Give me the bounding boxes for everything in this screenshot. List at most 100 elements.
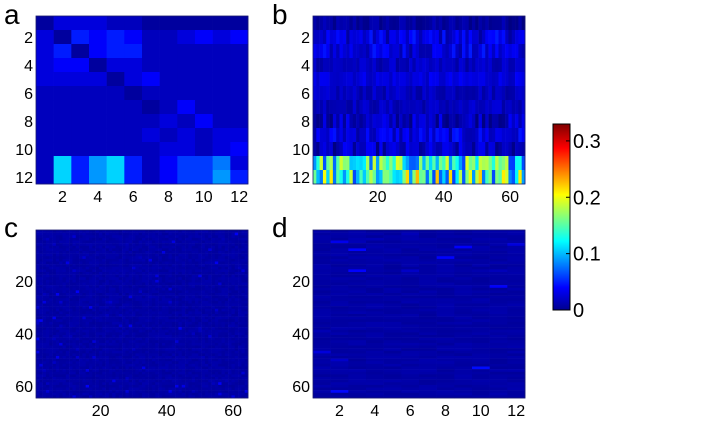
heatmap-cell [89,314,93,317]
heatmap-cell [211,298,216,302]
heatmap-cell [178,258,183,262]
heatmap-cell [165,251,169,254]
heatmap-cell [452,114,456,129]
heatmap-cell [185,258,189,262]
heatmap-cell [359,30,363,45]
heatmap-cell [142,72,160,87]
heatmap-cell [42,251,47,254]
heatmap-cell [234,350,239,354]
heatmap-cell [319,170,324,185]
heatmap-cell [89,300,93,304]
heatmap-cell [55,274,60,278]
heatmap-cell [85,269,90,273]
heatmap-cell [491,170,496,185]
heatmap-cell [85,379,90,383]
heatmap-cell [158,298,163,302]
heatmap-cell [45,348,50,352]
heatmap-cell [79,298,83,302]
heatmap-cell [142,306,146,310]
heatmap-cell [211,366,216,370]
heatmap-cell [89,390,93,394]
heatmap-cell [115,337,120,341]
heatmap-cell [142,390,146,394]
heatmap-cell [98,324,103,328]
heatmap-cell [458,170,463,185]
heatmap-cell [462,86,466,101]
heatmap-cell [132,321,136,325]
heatmap-cell [145,285,149,289]
heatmap-cell [36,311,40,315]
heatmap-cell [161,264,166,268]
heatmap-cell [108,279,113,283]
heatmap-cell [244,384,249,388]
heatmap-cell [145,308,149,312]
heatmap-cell [244,235,249,239]
heatmap-cell [188,237,192,241]
heatmap-cell [228,384,232,388]
heatmap-cell [62,269,67,273]
heatmap-cell [151,306,156,310]
heatmap-cell [142,324,146,328]
heatmap-cell [112,366,116,370]
heatmap-cell [165,293,169,296]
heatmap-cell [142,100,160,115]
heatmap-cell [188,245,192,249]
heatmap-cell [329,142,334,157]
heatmap-cell [142,298,146,302]
heatmap-cell [135,390,139,394]
heatmap-cell [124,72,143,87]
heatmap-cell [138,332,143,336]
y-tick-label: 8 [301,114,310,131]
heatmap-cell [488,114,493,129]
heatmap-cell [71,170,90,185]
heatmap-cell [409,86,413,101]
heatmap-cell [234,316,239,320]
heatmap-cell [488,58,493,73]
heatmap-cell [218,290,222,294]
heatmap-cell [36,240,40,244]
heatmap-cell [79,295,83,299]
heatmap-cell [42,282,47,286]
heatmap-cell [208,374,212,378]
heatmap-cell [214,287,219,291]
heatmap-cell [148,253,153,257]
heatmap-cell [175,253,179,257]
heatmap-cell [92,274,96,278]
heatmap-cell [53,72,72,87]
heatmap-cell [198,316,202,320]
heatmap-cell [39,329,43,333]
heatmap-cell [118,335,123,338]
heatmap-cell [495,72,499,87]
heatmap-cell [69,324,73,328]
heatmap-cell [112,361,116,365]
heatmap-cell [49,329,53,333]
heatmap-cell [105,240,110,244]
heatmap-cell [65,377,70,380]
heatmap-cell [148,348,153,352]
heatmap-cell [69,353,73,357]
heatmap-cell [145,314,149,317]
heatmap-cell [98,314,103,317]
heatmap-cell [359,58,363,73]
heatmap-cell [204,240,209,244]
heatmap-cell [201,240,206,244]
heatmap-cell [402,30,407,45]
heatmap-cell [201,353,206,357]
heatmap-cell [115,369,120,373]
heatmap-cell [178,369,183,373]
heatmap-cell [211,387,216,391]
heatmap-cell [102,350,106,354]
heatmap-cell [115,308,120,312]
heatmap-cell [151,314,156,317]
heatmap-cell [118,332,123,336]
heatmap-cell [228,243,232,247]
heatmap-cell [241,290,245,294]
heatmap-cell [75,300,80,304]
heatmap-cell [148,327,153,331]
heatmap-cell [521,170,526,185]
heatmap-cell [409,142,413,157]
heatmap-cell [185,314,189,317]
heatmap-cell [105,316,110,320]
heatmap-cell [221,269,226,273]
heatmap-cell [36,269,40,273]
